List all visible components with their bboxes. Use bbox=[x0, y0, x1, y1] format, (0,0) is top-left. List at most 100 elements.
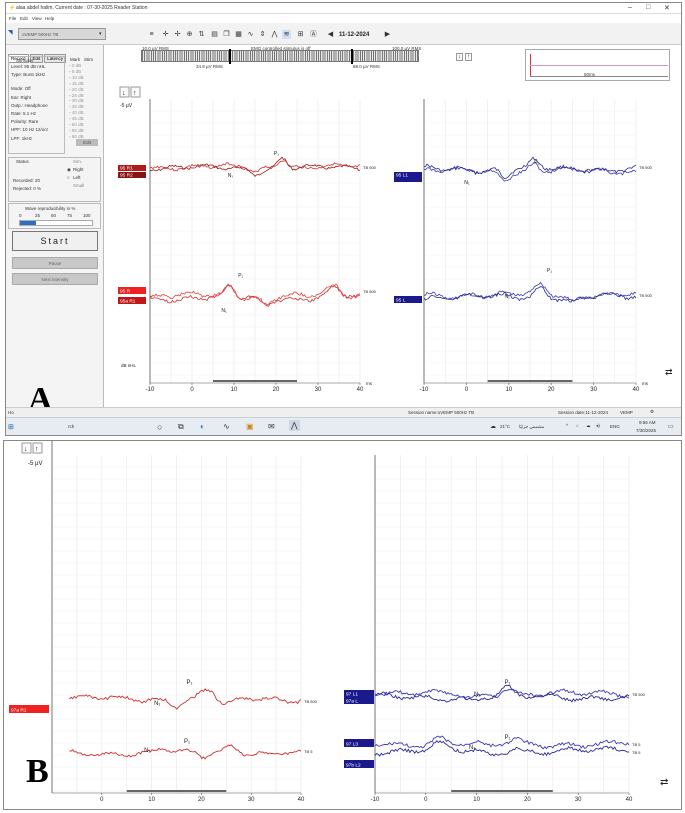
b-left-plot-x-tick-label: 30 bbox=[248, 797, 255, 803]
pause-button[interactable]: Pause bbox=[12, 257, 98, 269]
tray-chevron-icon[interactable]: ^ bbox=[566, 423, 569, 428]
ear-right-option[interactable]: Right bbox=[73, 167, 84, 172]
stimulus-field: HPF: 10 Hz 12/oct bbox=[11, 127, 48, 133]
db-level-item[interactable]: ▫ 0 dB bbox=[69, 63, 82, 68]
minimize-button[interactable]: – bbox=[628, 4, 632, 11]
folder-icon[interactable]: ▣ bbox=[246, 422, 254, 431]
b-right-plot-x-tick-label: 10 bbox=[473, 797, 480, 803]
windows-start-icon[interactable]: ⊞ bbox=[8, 424, 14, 431]
db-level-item[interactable]: ▫ 55 dB bbox=[69, 127, 84, 133]
db-level-item[interactable]: ▫ 5 dB bbox=[69, 68, 82, 74]
repro-tick-0: 0 bbox=[19, 213, 22, 218]
print-icon[interactable]: ▤ bbox=[211, 31, 218, 38]
move-icon[interactable]: ✢ bbox=[174, 31, 181, 38]
label-95-l-text: 95 L bbox=[396, 297, 406, 303]
task-view-icon[interactable]: ⧉ bbox=[178, 422, 184, 431]
db-level-item[interactable]: ▫ 45 dB bbox=[69, 116, 84, 122]
overlay-icon[interactable]: ≋ bbox=[282, 30, 291, 39]
db-level-item[interactable]: ▫ 15 dB bbox=[69, 80, 84, 86]
grid-icon[interactable]: ▦ bbox=[235, 31, 242, 38]
stimulus-field: Mode: Off bbox=[11, 86, 31, 92]
mail-icon[interactable]: ✉ bbox=[268, 422, 275, 431]
right-plot-x-tick-label: 0 bbox=[465, 387, 469, 393]
list-icon[interactable]: ≡ bbox=[149, 31, 154, 38]
db-level-item[interactable]: ▫ 10 dB bbox=[69, 74, 84, 80]
menu-edit[interactable]: Edit bbox=[20, 16, 28, 21]
ear-small-option[interactable]: Small bbox=[73, 183, 85, 188]
tray-cloud-icon[interactable]: ☁ bbox=[586, 423, 591, 428]
peak-p1-label-r2: P₁ bbox=[238, 273, 243, 279]
ear-sim-option[interactable]: Sim. bbox=[73, 159, 82, 164]
menu-view[interactable]: View bbox=[32, 16, 42, 21]
db-level-item[interactable]: ▫ 50 dB bbox=[69, 122, 84, 127]
swap-icon: ⇄ bbox=[665, 367, 673, 377]
app-icon: ⚡ bbox=[9, 5, 16, 11]
scale-up-icon: ↑ bbox=[133, 90, 137, 97]
copy-icon[interactable]: ❐ bbox=[223, 31, 230, 38]
db-level-item[interactable]: ▫ 60 dB bbox=[69, 133, 84, 139]
right-plot-x-tick-label: 20 bbox=[548, 387, 555, 393]
arrow-up-button[interactable]: ↑ bbox=[465, 53, 472, 61]
crosshair-icon[interactable]: ⊕ bbox=[186, 31, 193, 38]
db-level-item[interactable]: ▫ 35 dB bbox=[69, 104, 84, 110]
prev-session-icon[interactable]: ◀ bbox=[327, 31, 334, 38]
arrow-down-button[interactable]: ↓ bbox=[456, 53, 463, 61]
left-plot-x-tick-label: 10 bbox=[231, 387, 238, 393]
label-95-r1 bbox=[118, 165, 146, 171]
tray-volume-icon[interactable]: ◂) bbox=[596, 423, 600, 428]
b-scale-up-button bbox=[32, 442, 43, 454]
emg-left-bottom: 34.9 µV RMS bbox=[196, 64, 223, 69]
edge-icon[interactable]: ◐ bbox=[200, 422, 205, 431]
ear-left-option[interactable]: Left bbox=[73, 175, 81, 180]
weather-temp: 21°C bbox=[500, 424, 511, 429]
scale-icon[interactable]: ⇕ bbox=[259, 31, 266, 38]
label-95-r1-text: 95 R1 bbox=[120, 165, 133, 171]
trace-95-l-b bbox=[423, 286, 637, 303]
next-session-icon[interactable]: ▶ bbox=[384, 31, 391, 38]
edit-level-button[interactable]: Edit bbox=[76, 139, 98, 146]
invert-icon[interactable]: ⇅ bbox=[198, 31, 205, 38]
b-trace-97-l3 bbox=[374, 735, 630, 750]
search-circle-icon[interactable]: ○ bbox=[157, 422, 163, 432]
latency-icon[interactable]: ⋀ bbox=[271, 31, 278, 38]
b-scale-down-button bbox=[21, 442, 32, 454]
vemp-app-icon[interactable]: ∿ bbox=[223, 422, 230, 431]
b-tb-label-r2: TB 5 bbox=[304, 749, 313, 754]
taskbar-search[interactable]: rch bbox=[68, 424, 75, 429]
rejected-percent: Rejected: 0 % bbox=[13, 186, 42, 191]
notification-icon[interactable]: ▭ bbox=[668, 424, 674, 430]
radio-left-icon[interactable]: ○ bbox=[67, 175, 70, 180]
b-label-97b-l2-text: 97b L2 bbox=[346, 762, 361, 768]
wave-icon[interactable]: ∿ bbox=[247, 31, 254, 38]
waveform-area-b: 0 10 20 30 40 -10 0 10 20 30 40 ↓ ↑ -5 µV N₁ P₁ 97a R1 TB… bbox=[9, 441, 668, 803]
b-scale-down-icon: ↓ bbox=[24, 446, 28, 453]
tab-edit[interactable]: Edit bbox=[29, 54, 44, 63]
tray-network-icon[interactable]: ⌂ bbox=[576, 423, 579, 428]
menu-file[interactable]: File bbox=[9, 16, 17, 21]
menu-help[interactable]: Help bbox=[45, 16, 55, 21]
input-language[interactable]: ENG bbox=[610, 424, 620, 429]
tab-latency[interactable]: Latency bbox=[44, 54, 67, 63]
stimulus-field: Rate: 5.1 Hz bbox=[11, 111, 37, 116]
db-level-item[interactable]: ▫ 20 dB bbox=[69, 86, 84, 92]
stimulus-field: Outp.: Headphone bbox=[11, 102, 48, 108]
left-plot-x-tick-label: 30 bbox=[315, 387, 322, 393]
text-icon[interactable]: Ⓐ bbox=[310, 31, 317, 38]
db-level-item[interactable]: ▫ 40 dB bbox=[69, 110, 84, 116]
db-level-item[interactable]: ▫ 30 dB bbox=[69, 98, 84, 104]
close-button[interactable]: ✕ bbox=[664, 5, 670, 12]
cursor-icon[interactable]: ✛ bbox=[162, 31, 169, 38]
start-button[interactable]: Start bbox=[12, 231, 98, 251]
status-group: Status Recorded: 20 Rejected: 0 % Sim. ◉… bbox=[8, 157, 101, 202]
radio-right-icon[interactable]: ◉ bbox=[67, 167, 71, 172]
status-gear-icon[interactable]: ⚙ bbox=[650, 409, 655, 414]
next-intensity-button[interactable]: Next intensity bbox=[12, 273, 98, 285]
split-icon[interactable]: ⊞ bbox=[297, 31, 304, 38]
overview-time-scale: 50ms bbox=[584, 72, 596, 77]
protocol-select[interactable]: oVEMP 500Hz TB ▾ bbox=[18, 28, 106, 40]
tb-label-r2: TB 500 bbox=[363, 289, 377, 294]
db-level-item[interactable]: ▫ 25 dB bbox=[69, 92, 84, 98]
active-app-icon[interactable]: ⋀ bbox=[289, 420, 300, 431]
maximize-button[interactable]: □ bbox=[646, 4, 651, 11]
